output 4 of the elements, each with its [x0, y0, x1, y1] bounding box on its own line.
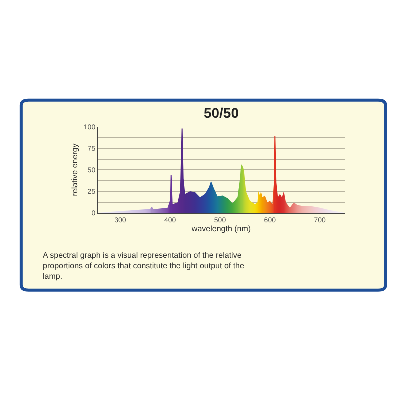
y-axis-title: relative energy — [70, 144, 80, 196]
text: A spectral graph is a visual representation of the relative proportions of colors that constitute the light output of the lamp. — [43, 251, 246, 281]
x-axis-title: wavelength (nm) — [190, 224, 252, 234]
chart-title: 50/50 — [204, 104, 240, 121]
